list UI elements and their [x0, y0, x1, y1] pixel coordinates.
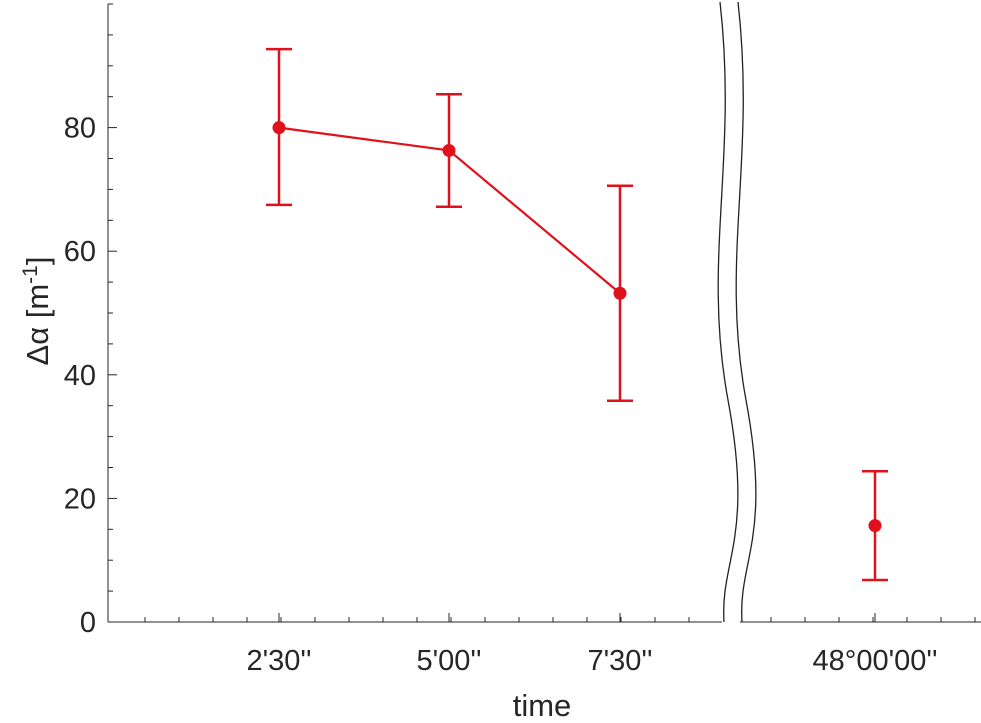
axis-break-line	[717, 1, 739, 623]
data-point	[442, 143, 456, 157]
x-tick-label: 2'30''	[247, 645, 312, 677]
data-point	[868, 519, 882, 533]
data-point	[272, 121, 286, 135]
data-point	[613, 286, 627, 300]
y-axis-label-unit: [m	[20, 284, 55, 327]
x-tick-label: 48°00'00''	[813, 645, 938, 677]
y-axis-label-close: ]	[20, 256, 55, 265]
y-tick-label: 80	[64, 113, 96, 145]
y-axis-label-symbol: Δα	[20, 327, 55, 366]
data-series	[266, 47, 633, 403]
y-axis-label-exponent: -1	[19, 265, 42, 284]
x-tick-label: 5'00''	[417, 645, 482, 677]
axis-break-line	[735, 1, 757, 623]
y-axis-label: Δα [m-1]	[19, 256, 56, 365]
y-tick-label: 0	[80, 607, 96, 639]
labels: time Δα [m-1]	[19, 256, 572, 723]
series-layer	[266, 47, 888, 582]
data-series	[862, 469, 888, 582]
y-tick-label: 60	[64, 236, 96, 268]
x-tick-label: 7'30''	[588, 645, 653, 677]
axes: 0 20 40 60 80 2'30'' 5'00'' 7'30'' 48°00'00''	[64, 1, 981, 677]
x-axis-label: time	[513, 688, 572, 723]
y-tick-label: 40	[64, 360, 96, 392]
y-tick-label: 20	[64, 483, 96, 515]
